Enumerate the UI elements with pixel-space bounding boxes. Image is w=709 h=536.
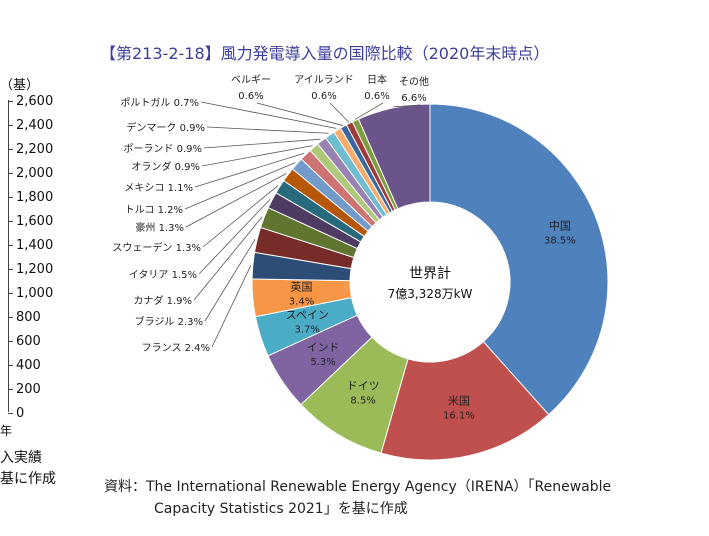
- source-note-line1: 資料：The International Renewable Energy Ag…: [104, 479, 612, 495]
- left-axis-tick-label: 2,600: [16, 94, 54, 109]
- left-axis-tick-label: 600: [16, 334, 41, 349]
- leader-line: [202, 185, 279, 248]
- chart-title: 【第213-2-18】風力発電導入量の国際比較（2020年末時点）: [100, 44, 550, 63]
- outside-slice-label: カナダ 1.9%: [133, 294, 192, 307]
- leader-line: [198, 198, 271, 275]
- outside-slice-label: ポルトガル 0.7%: [120, 97, 199, 109]
- slice-value-label: 3.7%: [295, 325, 320, 336]
- left-axis-tick-label: 1,800: [16, 190, 54, 205]
- left-axis-line: [8, 100, 9, 412]
- left-axis-tick-mark: [8, 293, 13, 294]
- left-axis-tick-label: 400: [16, 358, 41, 373]
- center-label-total: 7億3,328万kW: [388, 287, 473, 301]
- left-axis-tick-label: 1,600: [16, 214, 54, 229]
- leader-line: [203, 138, 321, 149]
- top-slice-name-label: その他: [399, 75, 429, 88]
- left-axis-tick-label: 1,200: [16, 262, 54, 277]
- leader-line: [204, 239, 256, 322]
- left-axis-year-suffix: 年: [0, 424, 13, 438]
- top-slice-value-label: 0.6%: [364, 91, 389, 102]
- left-axis-tick-mark: [8, 101, 13, 102]
- left-axis-tick-mark: [8, 341, 13, 342]
- leader-line: [201, 145, 313, 167]
- left-axis-tick-mark: [8, 221, 13, 222]
- left-axis-note-line1: 入実績: [0, 450, 42, 466]
- slice-value-label: 8.5%: [350, 395, 375, 406]
- leader-line: [200, 101, 337, 129]
- slice-value-label: 5.3%: [310, 357, 335, 368]
- left-axis-tick-mark: [8, 149, 13, 150]
- slice-name-label: スペイン: [286, 309, 329, 322]
- leader-line: [193, 216, 263, 301]
- left-axis-tick-mark: [8, 197, 13, 198]
- left-axis-fragment: （基） 2,600 2,400 2,200 2,000 1,800 1,600 1,400 1…: [0, 0, 70, 536]
- outside-slice-label: フランス 2.4%: [142, 342, 210, 354]
- slice-value-label: 16.1%: [443, 411, 475, 422]
- center-label-title: 世界計: [409, 266, 451, 282]
- outside-slice-label: デンマーク 0.9%: [126, 121, 205, 134]
- leader-line: [256, 102, 344, 126]
- slice-name-label: インド: [307, 341, 340, 354]
- left-axis-tick-mark: [8, 245, 13, 246]
- left-axis-tick-mark: [8, 389, 13, 390]
- slice-value-label: 3.4%: [289, 297, 314, 308]
- left-axis-tick-mark: [8, 413, 13, 414]
- left-axis-note-line2: 基に作成: [0, 471, 56, 487]
- left-axis-tick-label: 1,400: [16, 238, 54, 253]
- outside-slice-label: 豪州 1.3%: [135, 221, 184, 234]
- left-axis-tick-mark: [8, 317, 13, 318]
- left-axis-tick-mark: [8, 173, 13, 174]
- slice-name-label: 中国: [549, 219, 571, 232]
- leader-line: [329, 102, 350, 123]
- outside-slice-label: ブラジル 2.3%: [135, 315, 203, 328]
- top-slice-value-label: 0.6%: [311, 91, 336, 102]
- left-axis-tick-label: 2,200: [16, 142, 54, 157]
- slice-name-label: 英国: [291, 280, 313, 294]
- slice-その他: [357, 103, 431, 210]
- leader-line: [185, 173, 287, 228]
- outside-slice-label: イタリア 1.5%: [129, 269, 197, 281]
- source-note-line2: Capacity Statistics 2021」を基に作成: [154, 501, 408, 517]
- leader-line: [211, 265, 252, 348]
- outside-slice-label: メキシコ 1.1%: [124, 183, 193, 194]
- slice-name-label: 米国: [448, 395, 470, 408]
- top-slice-name-label: アイルランド: [294, 74, 354, 86]
- slice-value-label: 38.5%: [544, 235, 576, 246]
- leader-line: [206, 126, 329, 134]
- outside-slice-label: トルコ 1.2%: [125, 205, 183, 216]
- outside-slice-label: ポーランド 0.9%: [123, 143, 202, 155]
- left-axis-tick-label: 200: [16, 382, 41, 397]
- leader-line: [194, 152, 305, 188]
- left-axis-tick-mark: [8, 365, 13, 366]
- left-axis-tick-label: 2,000: [16, 166, 54, 181]
- top-slice-value-label: 6.6%: [401, 93, 426, 104]
- outside-slice-label: スウェーデン 1.3%: [112, 241, 201, 254]
- left-axis-unit: （基）: [0, 78, 40, 93]
- left-axis-tick-label: 800: [16, 310, 41, 325]
- leader-line: [354, 102, 384, 120]
- outside-slice-label: オランダ 0.9%: [131, 160, 200, 173]
- slice-name-label: ドイツ: [347, 379, 380, 392]
- left-axis-tick-label: 2,400: [16, 118, 54, 133]
- left-axis-tick-label: 1,000: [16, 286, 54, 301]
- top-slice-value-label: 0.6%: [238, 91, 263, 102]
- left-axis-tick-mark: [8, 125, 13, 126]
- slice-中国: [429, 103, 609, 416]
- top-slice-name-label: 日本: [367, 73, 387, 86]
- left-axis-tick-label: 0: [16, 406, 25, 421]
- leader-line: [393, 104, 421, 108]
- left-axis-tick-mark: [8, 269, 13, 270]
- leader-line: [184, 162, 296, 210]
- top-slice-name-label: ベルギー: [231, 74, 271, 86]
- slice-米国: [380, 340, 550, 461]
